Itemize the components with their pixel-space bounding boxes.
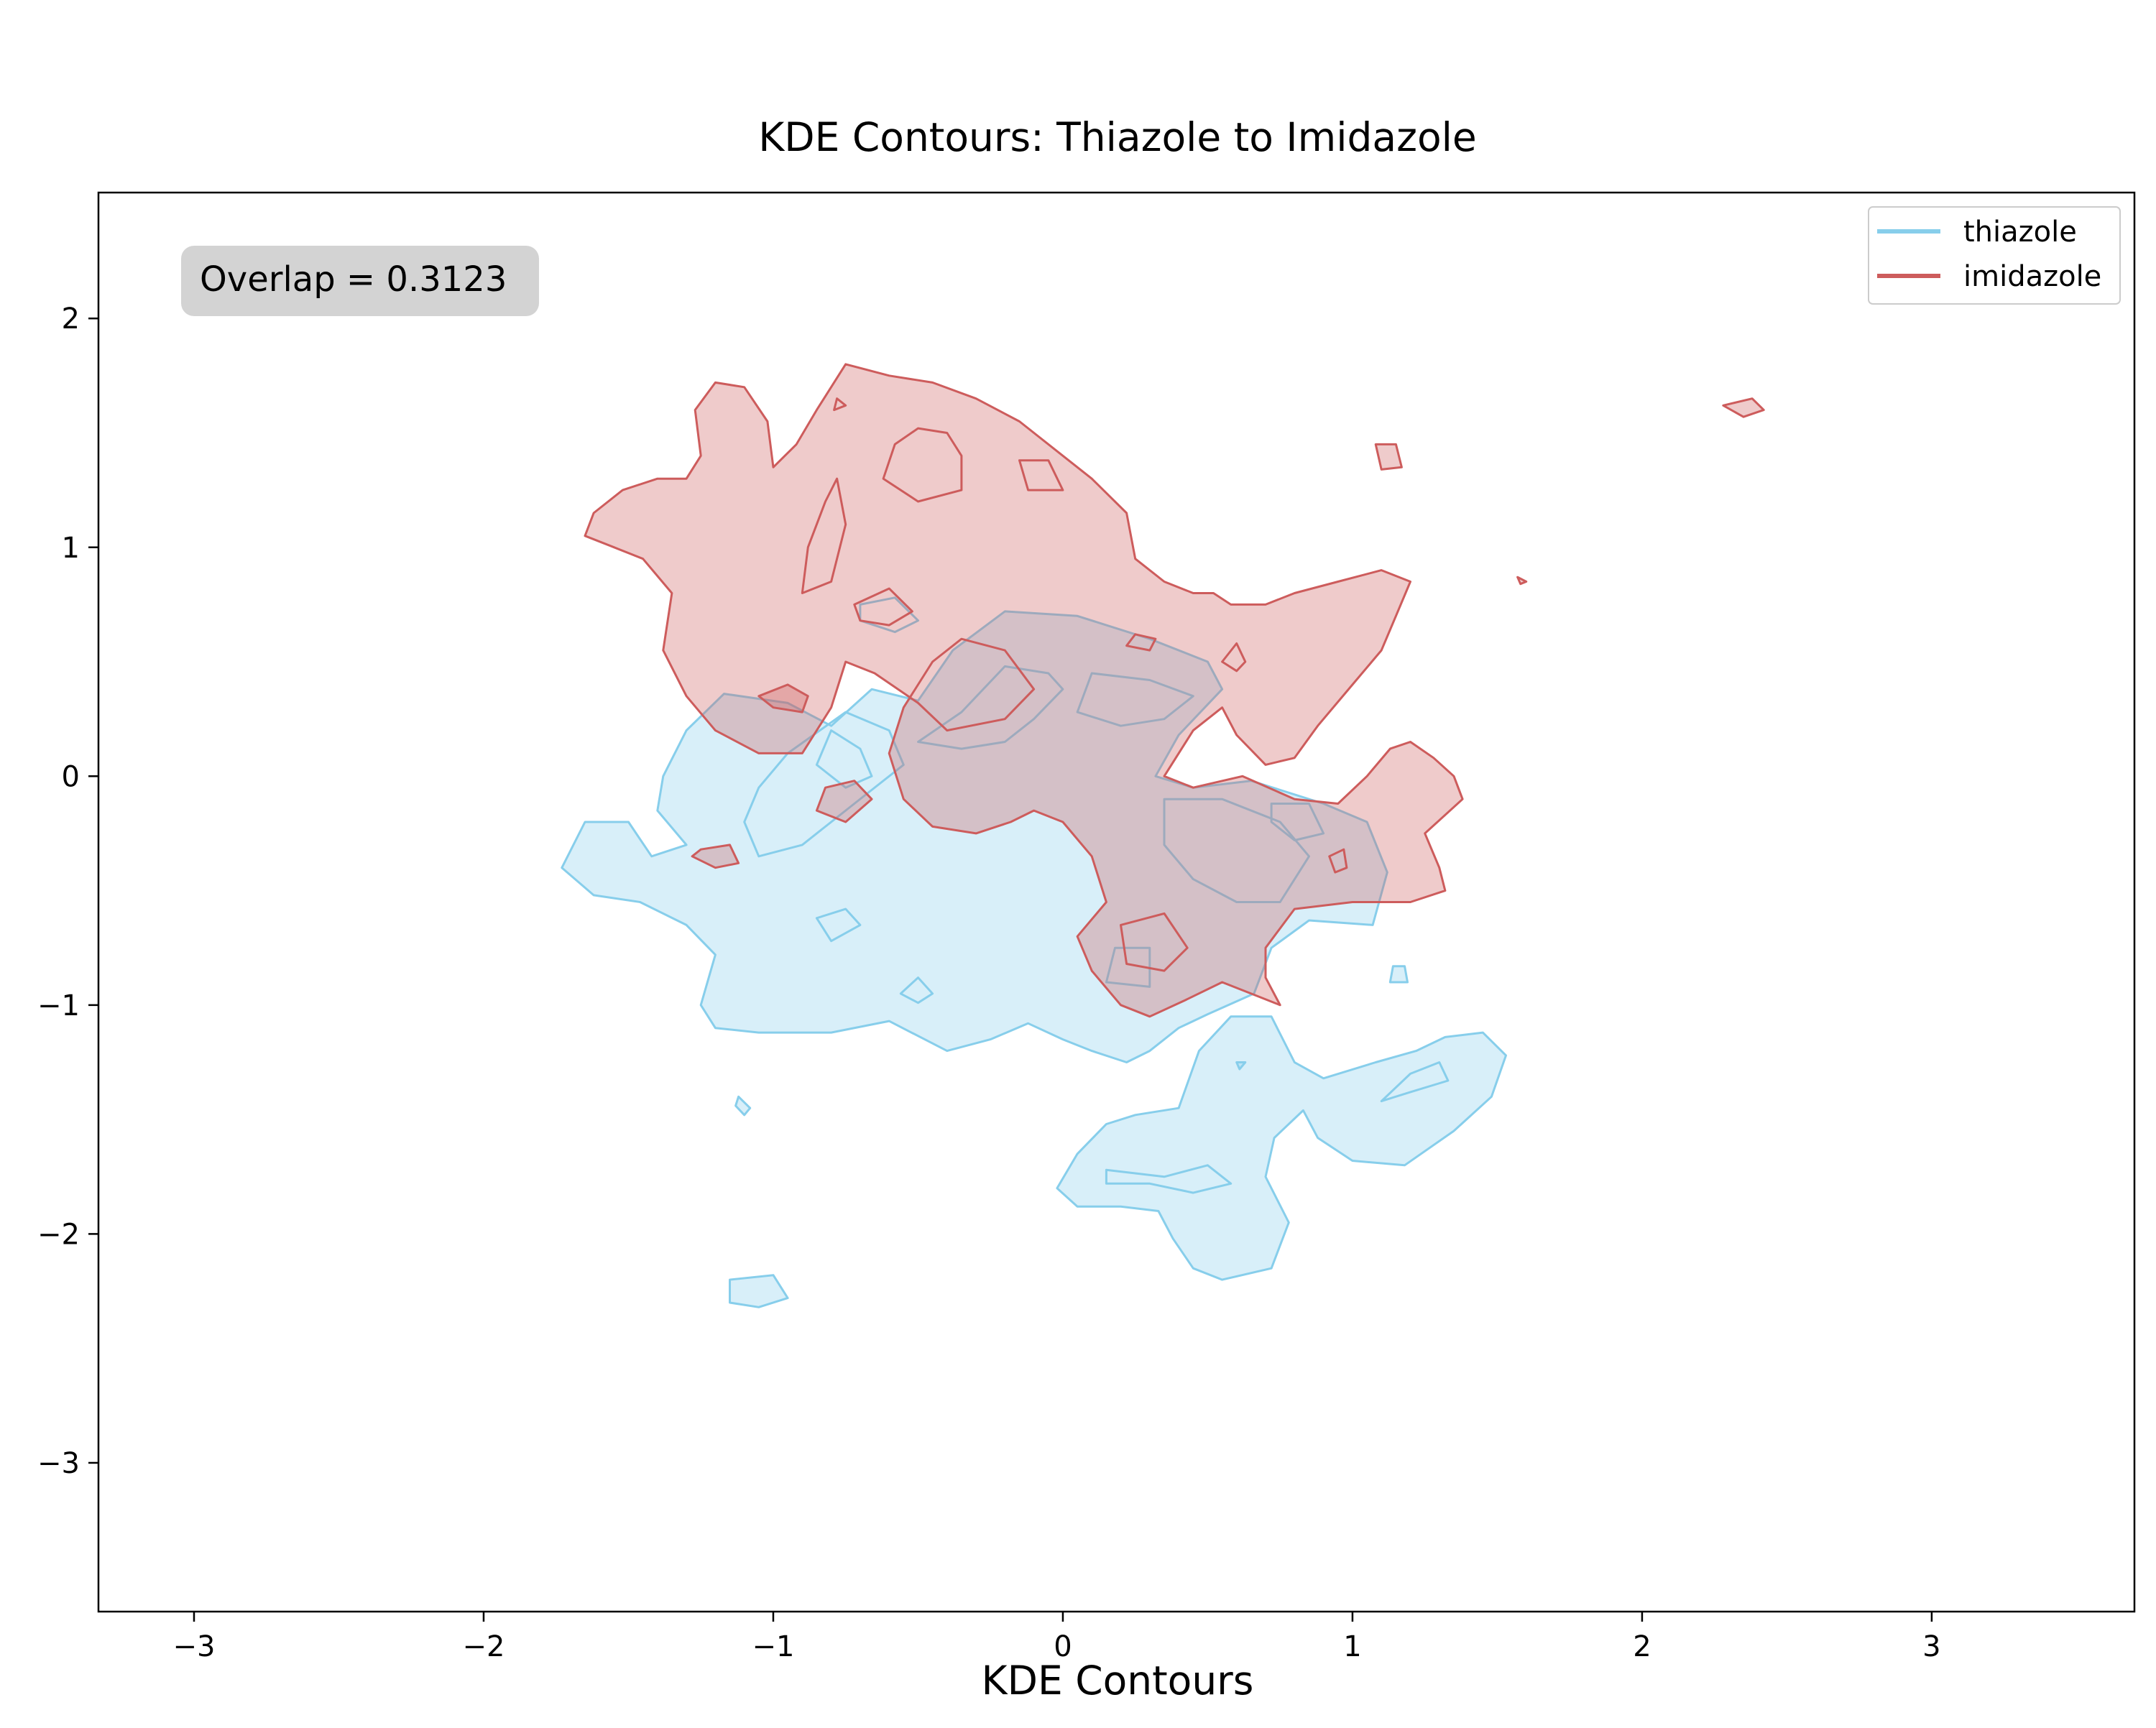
imidazole-contour-line-10 — [853, 587, 913, 627]
series-imidazole — [584, 363, 1765, 1018]
imidazole-contour-line-9 — [801, 477, 847, 594]
thiazole-contour-line-6 — [1076, 672, 1194, 727]
thiazole-contour-fill-2 — [729, 1274, 789, 1308]
thiazole-contour-line-9 — [743, 711, 905, 858]
plot-area — [561, 363, 1765, 1308]
x-tick-label: 2 — [1633, 1630, 1651, 1663]
thiazole-contour-line-13 — [815, 907, 862, 943]
imidazole-contour-fill-3 — [691, 844, 740, 869]
axis-ticks: −3 −2 −1 0 1 2 3 2 1 0 −1 −2 −3 — [37, 302, 1941, 1663]
imidazole-contour-fill-1 — [757, 683, 809, 713]
imidazole-contour-fill-5 — [1722, 397, 1765, 418]
x-tick-label: −1 — [752, 1630, 794, 1663]
overlap-annotation: Overlap = 0.3123 — [181, 246, 539, 316]
x-tick-label: 0 — [1054, 1630, 1072, 1663]
thiazole-contour-line-12 — [1270, 803, 1325, 841]
y-tick-label: −3 — [37, 1447, 80, 1480]
thiazole-contour-line-10 — [815, 729, 873, 789]
imidazole-contour-line-12 — [1221, 642, 1247, 673]
y-tick-label: −1 — [37, 989, 80, 1022]
y-tick-label: −2 — [37, 1218, 80, 1251]
imidazole-contour-line-15 — [833, 397, 847, 412]
legend: thiazole imidazole — [1868, 206, 2121, 305]
thiazole-contour-line-11 — [1163, 798, 1310, 903]
thiazole-contour-line-17 — [1380, 1061, 1450, 1103]
thiazole-contour-fill-0 — [561, 610, 1388, 1063]
legend-label-thiazole: thiazole — [1963, 216, 2077, 249]
imidazole-contour-fill-4 — [1374, 443, 1403, 471]
x-tick-label: 3 — [1922, 1630, 1940, 1663]
y-tick-label: 0 — [62, 760, 80, 793]
x-tick-label: −2 — [462, 1630, 505, 1663]
imidazole-contour-line-11 — [1125, 633, 1157, 652]
y-tick-label: 2 — [62, 302, 80, 336]
chart-title: KDE Contours: Thiazole to Imidazole — [758, 114, 1477, 160]
thiazole-contour-line-16 — [1105, 1164, 1233, 1194]
thiazole-contour-line-7 — [917, 665, 1064, 750]
thiazole-contour-fill-3 — [734, 1095, 752, 1117]
thiazole-contour-fill-5 — [1235, 1061, 1247, 1071]
thiazole-contour-line-14 — [899, 976, 934, 1004]
imidazole-contour-line-14 — [1328, 848, 1348, 874]
x-axis-label: KDE Contours — [982, 1658, 1254, 1704]
imidazole-contour-line-7 — [882, 427, 963, 503]
imidazole-contour-fill-6 — [1516, 576, 1528, 586]
annotation-box — [181, 246, 539, 316]
x-tick-label: 1 — [1343, 1630, 1361, 1663]
annotation-text: Overlap = 0.3123 — [200, 259, 507, 300]
imidazole-contour-fill-2 — [815, 780, 873, 823]
imidazole-contour-fill-0 — [584, 363, 1464, 1018]
legend-label-imidazole: imidazole — [1963, 260, 2101, 293]
thiazole-contour-fill-1 — [1056, 1015, 1507, 1281]
y-tick-label: 1 — [62, 532, 80, 565]
imidazole-contour-line-8 — [1018, 459, 1064, 491]
thiazole-contour-fill-4 — [1388, 965, 1409, 984]
imidazole-contour-line-13 — [1120, 912, 1189, 972]
axes-frame — [97, 191, 2136, 1613]
x-tick-label: −3 — [173, 1630, 216, 1663]
thiazole-contour-line-15 — [1105, 946, 1151, 988]
series-thiazole — [561, 596, 1507, 1308]
